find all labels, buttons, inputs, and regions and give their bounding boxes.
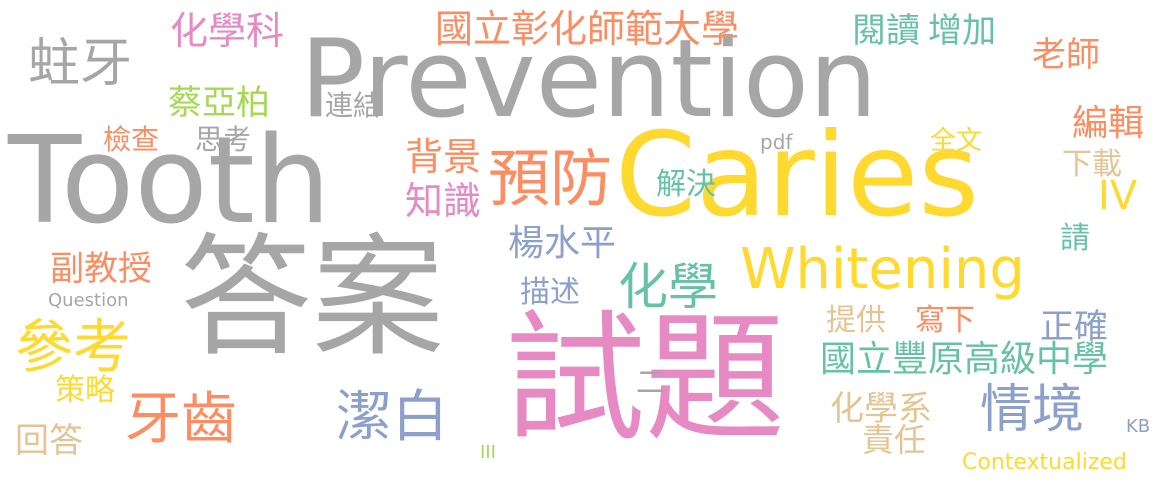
word-background: 背景 <box>405 135 482 179</box>
word-answer-reply: 回答 <box>15 421 83 461</box>
word-kb: KB <box>1126 416 1151 437</box>
word-download: 下載 <box>1062 147 1122 182</box>
word-provide: 提供 <box>826 303 886 338</box>
word-responsibility: 責任 <box>862 421 927 459</box>
word-chemistry-dept: 化學系 <box>830 389 932 429</box>
word-check: 檢查 <box>103 123 160 156</box>
word-solve: 解決 <box>656 167 716 202</box>
word-exam-question: 試題 <box>505 298 786 461</box>
word-yang: 楊水平 <box>508 223 617 264</box>
word-reading: 閱讀 <box>852 11 920 51</box>
word-whitening: Whitening <box>740 237 1025 302</box>
word-fengyuan-high-school: 國立豐原高級中學 <box>820 339 1109 380</box>
word-think: 思考 <box>195 123 252 156</box>
word-iv: IV <box>1098 173 1138 219</box>
word-caries: Caries <box>615 108 979 243</box>
word-ncue: 國立彰化師範大學 <box>435 7 740 51</box>
word-tooth-decay: 蛀牙 <box>28 34 133 94</box>
word-prevent: 預防 <box>488 142 613 215</box>
word-strategy: 策略 <box>55 373 115 408</box>
word-knowledge: 知識 <box>405 179 482 223</box>
word-white: 潔白 <box>336 385 448 450</box>
word-tsai: 蔡亞柏 <box>168 83 270 123</box>
word-situation: 情境 <box>980 380 1085 440</box>
word-two: 二 <box>630 366 665 396</box>
word-contextualized: Contextualized <box>962 450 1127 475</box>
word-iii: III <box>480 442 496 463</box>
word-correct: 正確 <box>1040 307 1108 347</box>
word-tooth: Tooth <box>8 112 331 251</box>
word-reference: 參考 <box>15 313 132 381</box>
word-write-down: 寫下 <box>915 303 975 338</box>
word-question: Question <box>48 290 129 311</box>
word-teeth: 牙齒 <box>125 387 237 452</box>
word-chemistry-subject: 化學科 <box>170 9 285 53</box>
word-please: 請 <box>1060 221 1090 256</box>
word-associate-professor: 副教授 <box>50 249 152 289</box>
word-prevention: Prevention <box>300 17 878 142</box>
word-edit: 編輯 <box>1072 103 1145 144</box>
word-full-text: 全文 <box>930 126 983 156</box>
word-answer: 答案 <box>180 221 444 375</box>
word-pdf: pdf <box>760 130 793 154</box>
word-increase: 增加 <box>928 11 996 51</box>
word-connection: 連結 <box>325 89 382 122</box>
word-describe: 描述 <box>520 275 580 310</box>
word-chemistry: 化學 <box>618 258 718 316</box>
word-teacher: 老師 <box>1032 35 1100 75</box>
